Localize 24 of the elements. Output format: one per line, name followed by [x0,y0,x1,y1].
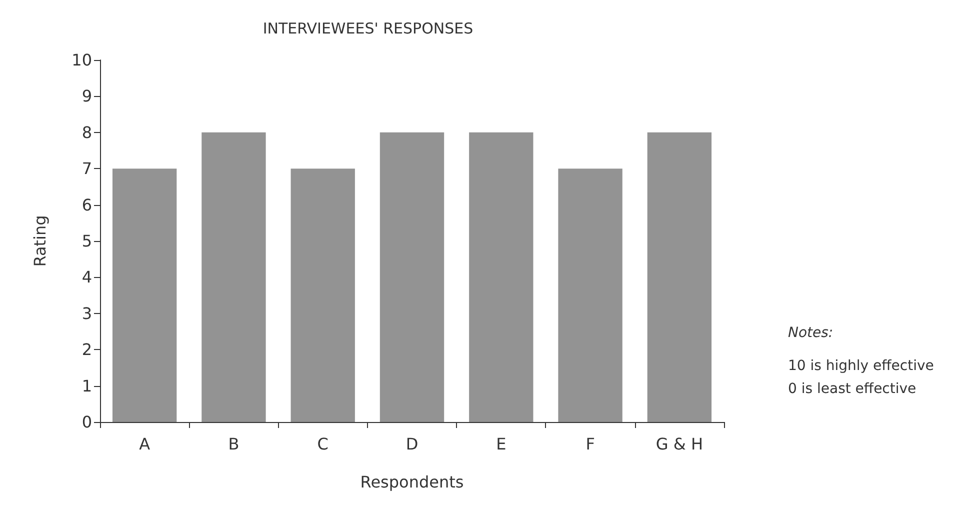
x-tick-label: B [228,434,240,454]
y-tick-label: 5 [82,232,92,250]
y-tick-label: 10 [72,50,92,70]
y-tick-label: 6 [82,195,92,214]
x-tick-label: E [496,434,506,454]
x-tick-label: A [139,434,150,454]
y-tick-label: 1 [82,376,92,396]
x-tick-label: C [317,434,328,454]
chart-title: INTERVIEWEES' RESPONSES [262,20,474,38]
x-tick-label: D [406,434,418,454]
text: 0 is least effective [788,381,916,397]
x-tick-label: G & H [656,434,703,454]
text: 10 is highly effective [788,358,934,374]
x-axis-title: Respondents [360,472,464,492]
x-tick-label: F [586,434,595,454]
y-tick-label: 8 [82,122,92,142]
y-tick-label: 9 [82,86,92,106]
y-tick-label: 3 [82,304,92,323]
y-tick-label: 4 [82,268,92,287]
text: Notes: [788,325,834,341]
y-tick-label: 2 [82,340,92,360]
y-tick-label: 0 [82,412,92,432]
y-axis-title: Rating [30,215,50,267]
y-tick-label: 7 [82,159,92,178]
